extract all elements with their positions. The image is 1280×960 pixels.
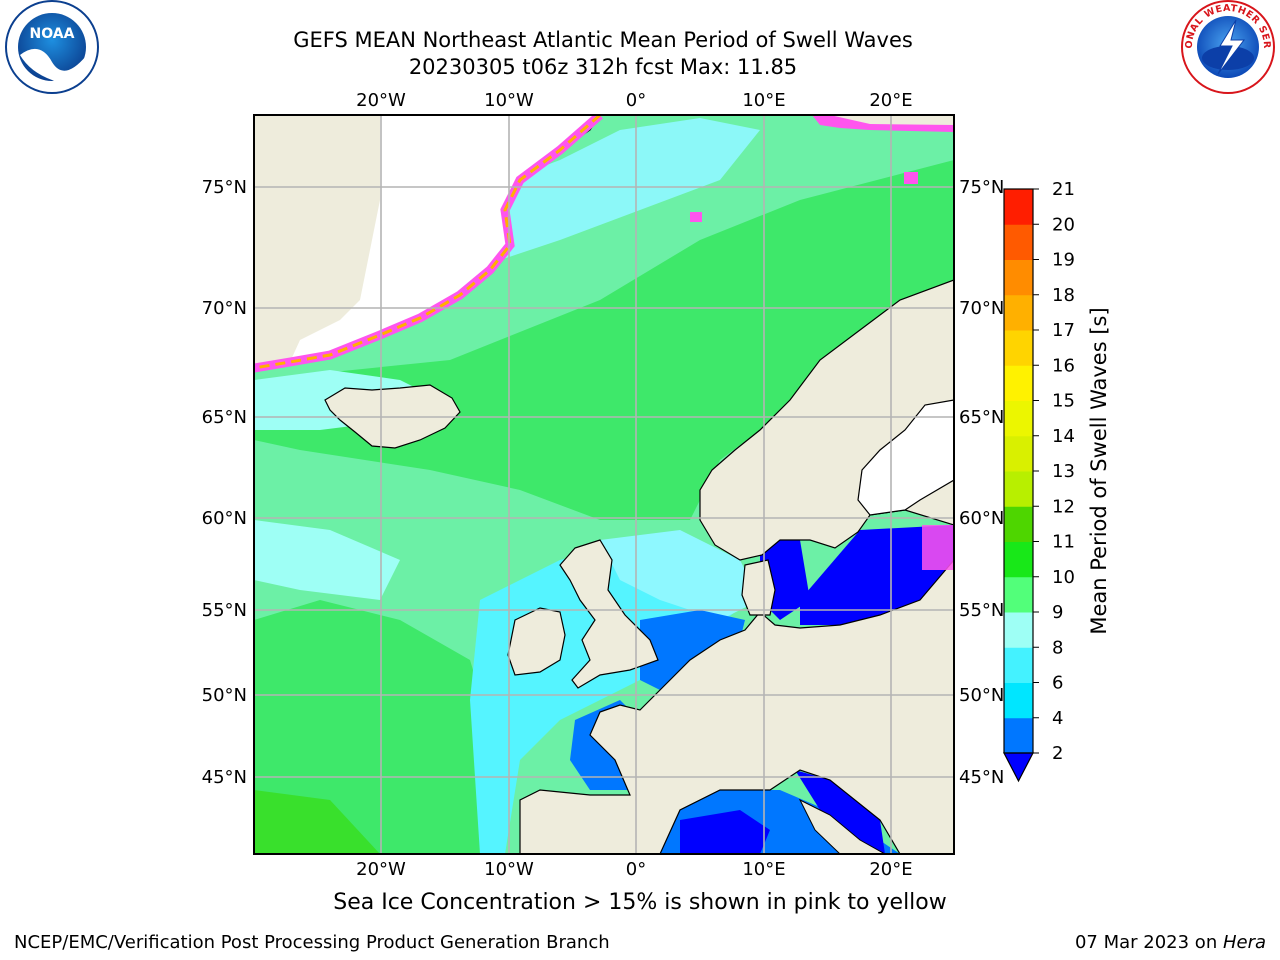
colorbar-tick-label: 4 [1052,708,1063,729]
noaa-logo-text: NOAA [30,26,75,42]
lat-label: 70°N [202,298,247,319]
italy-landmass [798,798,887,854]
lat-label: 75°N [202,177,247,198]
denmark-landmass [741,559,776,616]
colorbar-tick-label: 10 [1052,567,1075,588]
noaa-logo: NOAA [5,0,99,94]
footer-credit: NCEP/EMC/Verification Post Processing Pr… [14,932,610,953]
lon-label: 10°E [742,859,785,880]
lon-labels-top: 20°W 10°W 0° 10°E 20°E [356,90,912,111]
lon-label: 0° [626,90,646,111]
footer-date-text: 07 Mar 2023 on [1074,932,1223,953]
svg-text:NATIONAL WEATHER SERVICE: NATIONAL WEATHER SERVICE [0,0,1272,49]
lat-label: 45°N [202,767,247,788]
lat-label: 45°N [959,767,1004,788]
colorbar-tick-label: 14 [1052,426,1075,447]
colorbar-tick-label: 2 [1052,743,1063,764]
colorbar-tick-label: 11 [1052,532,1075,553]
sea-ice-edge-orange [254,115,601,370]
colorbar-tick-label: 12 [1052,496,1075,517]
lon-labels-bottom: 20°W 10°W 0° 10°E 20°E [356,859,912,880]
lat-label: 60°N [959,508,1004,529]
colorbar-tick-label: 19 [1052,250,1075,271]
nws-logo: NATIONAL WEATHER SERVICE [0,0,1275,94]
lat-labels-left: 45°N 50°N 55°N 60°N 65°N 70°N 75°N [202,177,247,788]
colorbar-segment [1004,224,1033,260]
swell-blue-patch-channel [640,610,745,690]
swell-cyan-patch-west [254,520,400,600]
lon-label: 10°E [742,90,785,111]
lat-label: 60°N [202,508,247,529]
colorbar-segment [1004,294,1033,331]
colorbar: 2 4 6 8 9 10 11 12 13 14 15 16 17 18 19 20 21 [1003,179,1075,783]
colorbar-segment [1004,400,1033,437]
swell-darkblue-patch-baltic [800,525,954,625]
map-title: GEFS MEAN Northeast Atlantic Mean Period… [293,28,913,52]
lon-label: 10°W [484,859,534,880]
colorbar-tick-label: 18 [1052,285,1075,306]
lon-label: 20°E [869,90,912,111]
colorbar-tick-label: 8 [1052,637,1063,658]
lat-label: 75°N [959,177,1004,198]
lat-label: 50°N [959,685,1004,706]
map-subtitle: 20230305 t06z 312h fcst Max: 11.85 [408,55,798,79]
lon-label: 20°W [356,859,406,880]
swell-cyan-patch-arctic [480,118,760,260]
lat-label: 50°N [202,685,247,706]
colorbar-segment [1004,682,1033,719]
colorbar-segment [1004,647,1033,683]
lon-label: 20°W [356,90,406,111]
map-frame [253,114,955,855]
map-area [254,115,954,854]
sea-ice-baltic [922,525,954,570]
sea-ice-spot [690,212,702,222]
lat-label: 55°N [202,600,247,621]
sea-ice-spot [904,172,918,184]
lon-label: 20°E [869,859,912,880]
colorbar-segment [1004,189,1033,225]
colorbar-segment [1004,471,1033,507]
lat-label: 70°N [959,298,1004,319]
graticule [254,115,954,854]
swell-green-patch-corner [254,790,380,854]
colorbar-segment [1004,259,1033,296]
lat-label: 55°N [959,600,1004,621]
lat-labels-right: 45°N 50°N 55°N 60°N 65°N 70°N 75°N [959,177,1004,788]
colorbar-segment [1004,435,1033,472]
footer-date: 07 Mar 2023 on Hera [1075,932,1266,953]
colorbar-tick-label: 15 [1052,391,1075,412]
colorbar-label: Mean Period of Swell Waves [s] [1087,307,1111,634]
colorbar-tick-label: 6 [1052,673,1063,694]
colorbar-tick-label: 17 [1052,320,1075,341]
colorbar-segment [1004,541,1033,578]
lat-label: 65°N [202,407,247,428]
colorbar-tick-label: 16 [1052,355,1075,376]
continental-europe-landmass [519,559,954,854]
swell-darkblue-patch-med [680,810,770,854]
colorbar-tick-label: 13 [1052,461,1075,482]
svalbard-landmass [830,115,954,125]
sea-ice-caption: Sea Ice Concentration > 15% is shown in … [333,890,947,915]
gulf-of-bothnia-ice [857,399,954,516]
lat-label: 65°N [959,407,1004,428]
colorbar-tick-label: 9 [1052,602,1063,623]
swell-green-patch-southwest [254,600,500,854]
lon-label: 10°W [484,90,534,111]
footer-machine: Hera [1222,932,1266,953]
colorbar-segment [1004,365,1033,401]
great-britain-landmass [559,539,659,689]
swell-darkblue-patch-adriatic [795,770,885,854]
colorbar-segment [1004,612,1033,648]
colorbar-under-extension [1003,752,1034,783]
colorbar-segment [1004,506,1033,542]
colorbar-segment [1004,576,1033,613]
colorbar-tick-label: 20 [1052,214,1075,235]
nws-logo-text: NATIONAL WEATHER SERVICE [0,0,1272,49]
colorbar-segment [1004,330,1033,366]
colorbar-segment [1004,717,1033,754]
swell-cyan-patch-northsea [600,530,760,620]
lon-label: 0° [626,859,646,880]
colorbar-tick-label: 21 [1052,179,1075,200]
